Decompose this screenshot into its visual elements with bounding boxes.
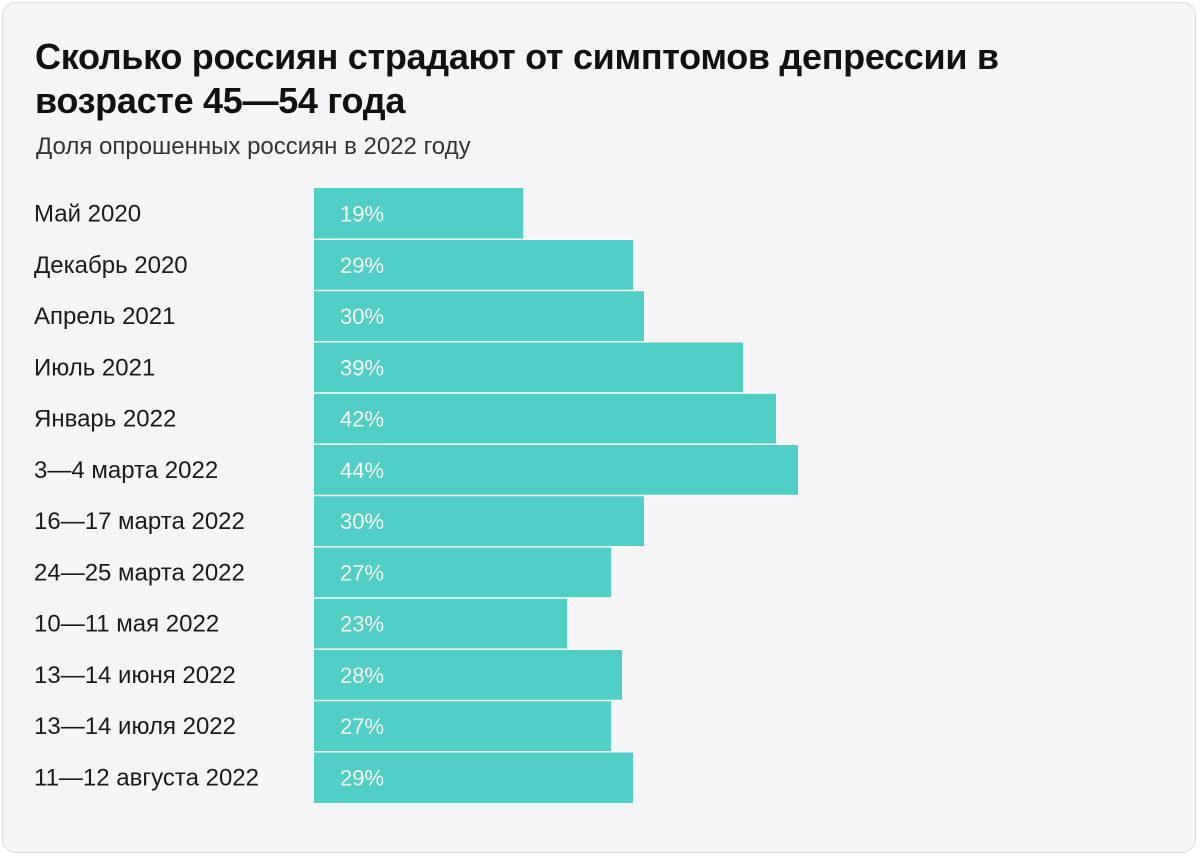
chart-title: Сколько россиян страдают от симптомов де… [35,36,999,121]
bar-4 [314,341,743,393]
category-label: 13—14 июня 2022 [34,662,236,689]
chart-subtitle: Доля опрошенных россиян в 2022 году [36,133,471,160]
bar-10 [314,649,622,701]
bar-11 [314,700,611,752]
bar-5 [314,393,776,445]
bar-8 [314,546,611,598]
bar-value-label: 28% [340,663,384,688]
bar-value-label: 27% [340,714,384,739]
category-label: 24—25 марта 2022 [34,559,245,586]
category-label: Май 2020 [34,201,141,228]
category-label: 11—12 августа 2022 [34,764,259,791]
bar-separator [314,648,622,650]
bar-separator [314,597,611,599]
bar-1 [314,188,523,240]
bar-value-label: 23% [340,612,384,637]
bar-value-label: 19% [340,202,384,227]
bar-separator [314,341,743,343]
bar-value-label: 29% [340,253,384,278]
category-label-group: Май 2020 Декабрь 2020 Апрель 2021 Июль 2021… [34,201,259,792]
category-label: Январь 2022 [34,406,176,433]
value-label-group: 19% 29% 30% 39% 42% 44% 30% 27% 23% 28% 27% 29% [340,202,384,791]
bar-value-label: 29% [340,765,384,790]
bar-separator [314,546,644,548]
bar-9 [314,598,567,650]
bar-value-label: 42% [340,407,384,432]
bar-3 [314,290,644,342]
bar-value-label: 44% [340,458,384,483]
category-label: 13—14 июля 2022 [34,713,236,740]
category-label: 16—17 марта 2022 [34,508,245,535]
bar-12 [314,751,633,803]
bar-group [314,188,798,803]
bar-separator [314,699,622,702]
bar-separator [314,494,798,497]
bar-6 [314,444,798,496]
bar-2 [314,239,633,291]
bar-value-label: 39% [340,355,384,380]
bar-value-label: 30% [340,509,384,534]
category-label: 3—4 марта 2022 [34,457,218,484]
category-label: 10—11 мая 2022 [34,611,219,638]
bar-separator [314,392,776,394]
category-label: Июль 2021 [34,354,155,381]
category-label: Апрель 2021 [34,303,175,330]
category-label: Декабрь 2020 [34,252,188,279]
bar-separator [314,238,633,240]
bar-separator [314,443,798,445]
bar-value-label: 30% [340,304,384,329]
bar-separator [314,751,633,753]
bar-7 [314,495,644,547]
bar-value-label: 27% [340,560,384,585]
bar-separator [314,289,644,292]
